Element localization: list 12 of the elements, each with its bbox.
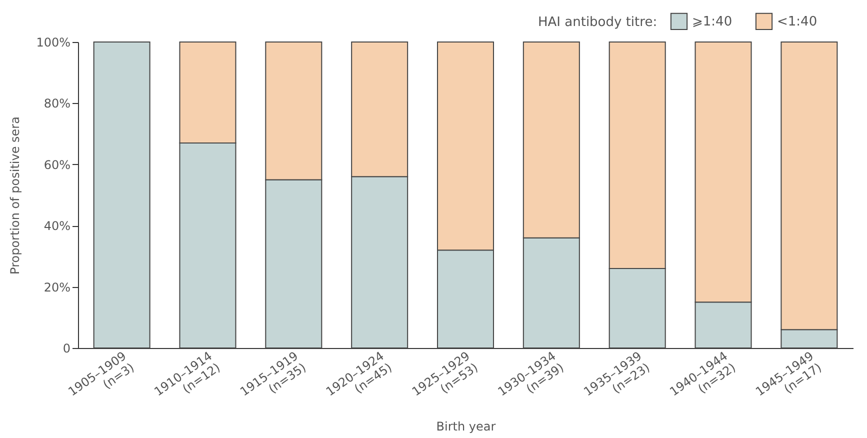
y-tick-label: 40% bbox=[44, 219, 70, 234]
legend-title: HAI antibody titre: bbox=[538, 15, 658, 30]
y-tick-label: 80% bbox=[44, 96, 70, 111]
y-axis-title: Proportion of positive sera bbox=[8, 116, 22, 274]
legend-label: <1:40 bbox=[777, 14, 818, 30]
y-tick-label: 0 bbox=[62, 342, 70, 356]
legend-label: ⩾1:40 bbox=[692, 14, 732, 30]
x-axis-title: Birth year bbox=[436, 419, 496, 434]
y-tick-label: 60% bbox=[44, 158, 70, 172]
y-tick-label: 20% bbox=[44, 280, 70, 294]
y-tick-label: 100% bbox=[36, 36, 70, 50]
bar bbox=[93, 42, 150, 348]
